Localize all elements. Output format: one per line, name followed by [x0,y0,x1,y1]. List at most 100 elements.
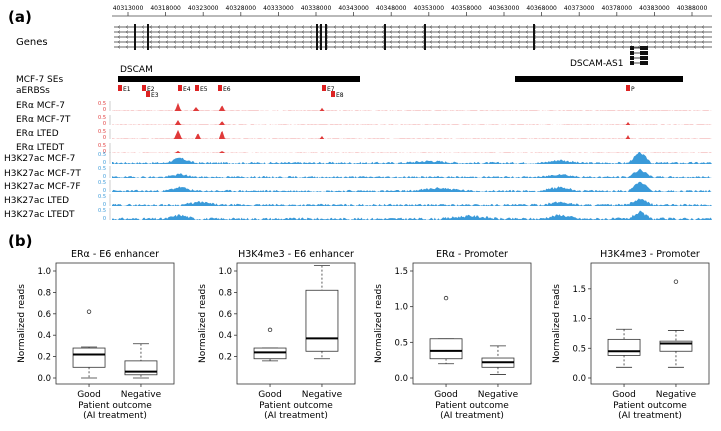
strand-arrow [125,40,129,44]
plot-title: H3K4me3 - E6 enhancer [238,249,354,260]
strand-arrow [117,35,121,39]
strand-arrow [477,40,481,44]
strand-arrow [117,45,121,49]
strand-arrow [581,35,585,39]
strand-arrow [485,25,489,29]
strand-arrow [413,35,417,39]
plot-frame [412,262,532,385]
erbs-label: E3 [151,92,159,99]
exon [134,24,136,50]
strand-arrow [309,35,313,39]
box-iqr [659,340,693,352]
y-axis-label: Normalized reads [552,284,562,363]
as1-exon [630,61,634,65]
strand-arrow [461,40,465,44]
erbs-marker [178,85,182,91]
box [659,279,693,368]
strand-arrow [557,30,561,34]
strand-arrow [589,45,593,49]
strand-arrow [429,35,433,39]
strand-arrow [333,45,337,49]
y-tick-label: 0.6 [37,310,51,320]
strand-arrow [173,30,177,34]
strand-arrow [189,25,193,29]
strand-arrow [237,45,241,49]
strand-arrow [341,35,345,39]
box [481,345,515,375]
strand-arrow [357,45,361,49]
strand-arrow [197,30,201,34]
as1-exon [630,51,634,55]
strand-arrow [173,40,177,44]
strand-arrow [541,45,545,49]
strand-arrow [581,25,585,29]
strand-arrow [141,35,145,39]
strand-arrow [437,35,441,39]
strand-arrow [701,30,705,34]
strand-arrow [389,35,393,39]
y-tick-label: 0.2 [218,353,232,363]
strand-arrow [301,30,305,34]
exon [325,24,327,50]
scale-low: 0 [103,174,106,180]
strand-arrow [269,45,273,49]
strand-arrow [429,40,433,44]
strand-arrow [525,25,529,29]
plot-frame [55,262,175,385]
y-tick-label: 0.5 [572,344,586,354]
strand-arrow [269,25,273,29]
strand-arrow [613,40,617,44]
scale-high: 0.5 [98,208,106,214]
strand-arrow [365,25,369,29]
strand-arrow [437,45,441,49]
signal-trace [112,198,712,206]
strand-arrow [141,40,145,44]
strand-arrow [397,40,401,44]
strand-arrow [245,35,249,39]
y-tick-label: 1.0 [572,315,586,325]
boxplot-panel: H3K4me3 - Promoter 0.0 0.5 1.0 1.5 Normalized… [552,249,710,421]
strand-arrow [677,35,681,39]
strand-arrow [645,35,649,39]
y-tick-label: 0.4 [218,331,232,341]
strand-arrow [525,35,529,39]
x-tick-label: Negative [302,390,343,400]
strand-arrow [445,35,449,39]
outlier-point [673,279,679,284]
strand-arrow [509,40,513,44]
strand-arrow [205,45,209,49]
erbs-label: E1 [123,86,131,93]
strand-arrow [413,25,417,29]
strand-arrow [677,45,681,49]
axis-tick-label: 40313000 [113,5,144,12]
strand-arrow [173,35,177,39]
erbs-label: E7 [327,86,335,93]
y-axis-label: Normalized reads [198,284,208,363]
strand-arrow [469,45,473,49]
strand-arrow [245,40,249,44]
strand-arrow [445,25,449,29]
scale-low: 0 [103,135,106,141]
strand-arrow [165,35,169,39]
strand-arrow [389,25,393,29]
strand-arrow [629,35,633,39]
strand-arrow [693,45,697,49]
erbs-marker [118,85,122,91]
outlier-point [86,309,92,314]
erbs-marker [626,85,630,91]
x-tick-label: Negative [656,390,697,400]
track-label-era: ERα MCF-7 [16,101,65,111]
strand-arrow [237,35,241,39]
strand-arrow [461,30,465,34]
x-axis-label: (AI treatment) [618,411,682,421]
strand-arrow [477,35,481,39]
strand-arrow [149,35,153,39]
strand-arrow [685,45,689,49]
strand-arrow [189,35,193,39]
strand-arrow [469,40,473,44]
strand-arrow [125,35,129,39]
strand-arrow [701,25,705,29]
strand-arrow [701,40,705,44]
erbs-marker [146,91,150,97]
strand-arrow [501,45,505,49]
